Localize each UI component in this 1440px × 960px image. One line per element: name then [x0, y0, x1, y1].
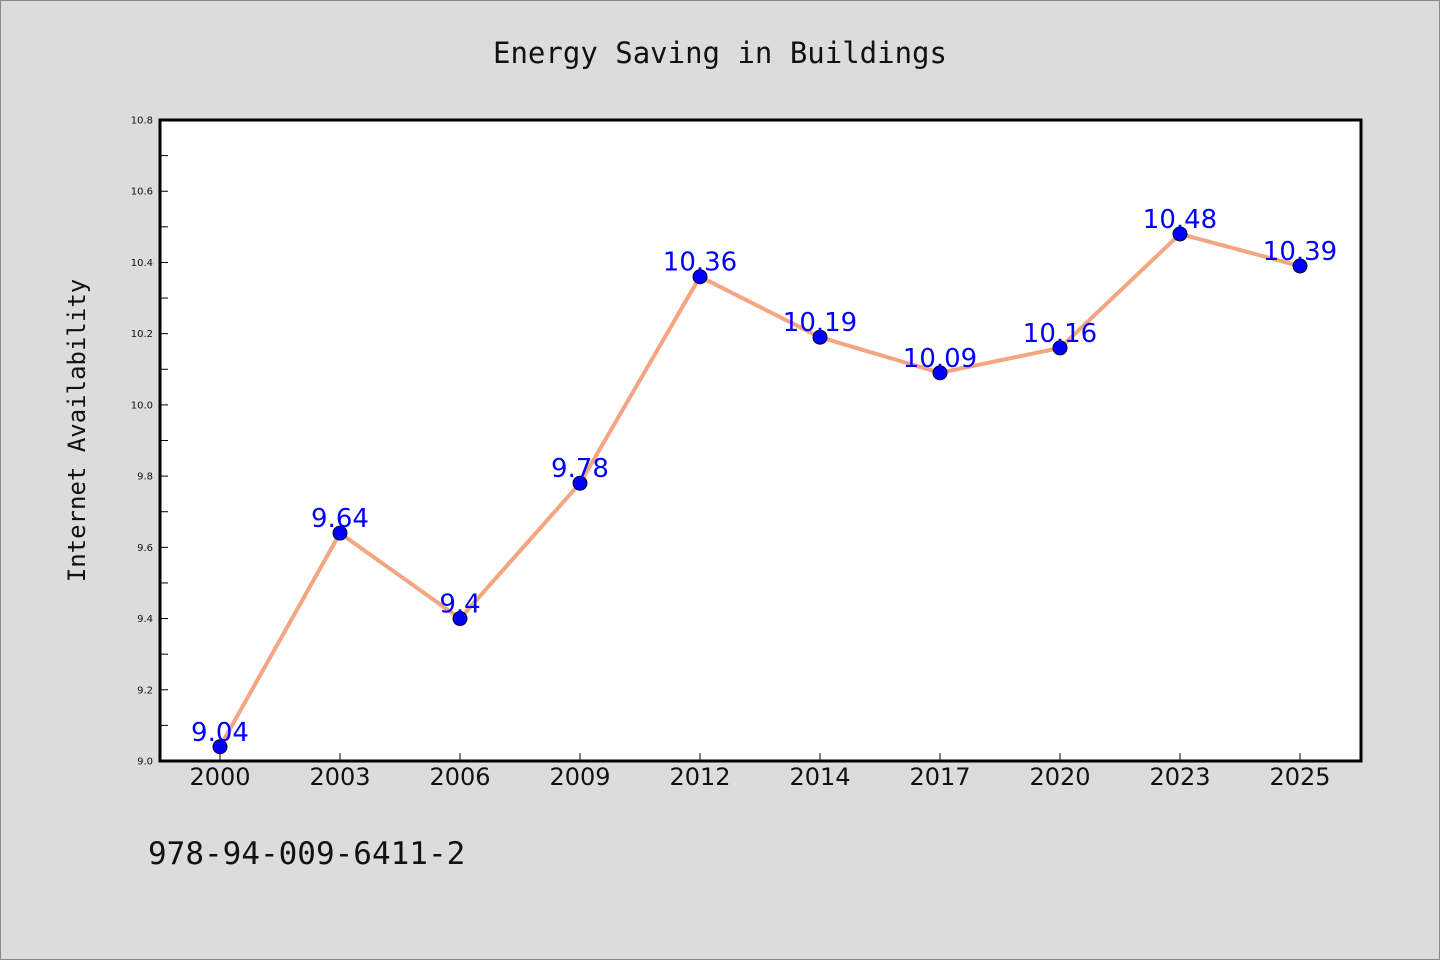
- chart-title: Energy Saving in Buildings: [493, 36, 947, 70]
- data-label: 10.16: [1023, 319, 1097, 349]
- y-tick-label: 10.8: [131, 116, 153, 127]
- x-tick-label: 2017: [909, 763, 970, 791]
- x-tick-label: 2006: [429, 763, 490, 791]
- data-point-marker: [812, 329, 828, 345]
- data-point-marker: [212, 739, 228, 755]
- data-label: 10.09: [903, 344, 977, 374]
- data-labels: 9.04 9.64 9.4 9.78 10.36 10.19 10.09 10.16 10.48…: [191, 205, 1337, 748]
- data-label: 9.64: [311, 504, 369, 534]
- data-label: 10.19: [783, 308, 857, 338]
- data-label: 9.4: [439, 590, 480, 620]
- y-tick-label: 10.6: [131, 187, 153, 198]
- data-point-marker: [692, 269, 708, 285]
- y-tick-label: 10.4: [131, 258, 153, 269]
- data-point-marker: [452, 611, 468, 627]
- data-label: 10.48: [1143, 205, 1217, 235]
- data-point-marker: [332, 525, 348, 541]
- y-tick-label: 9.0: [137, 757, 153, 768]
- y-tick-label: 10.2: [131, 329, 153, 340]
- x-axis: 2000 2003 2006 2009 2012 2014 2017 2020 2023 2025: [189, 753, 1331, 791]
- x-tick-label: 2000: [189, 763, 250, 791]
- y-tick-label: 9.4: [137, 614, 153, 625]
- series-line: [218, 231, 1301, 748]
- x-tick-label: 2020: [1029, 763, 1090, 791]
- plot-area: [158, 118, 1363, 763]
- data-label: 9.78: [551, 454, 609, 484]
- series-markers: [212, 226, 1308, 755]
- data-label: 10.39: [1263, 237, 1337, 267]
- y-tick-label: 9.8: [137, 472, 153, 483]
- data-label: 10.36: [663, 248, 737, 278]
- y-axis: 9.0 9.2 9.4 9.6 9.8 10.0 10.2 10.4 10.6 10.8: [131, 116, 168, 768]
- y-tick-label: 9.2: [137, 685, 153, 696]
- x-tick-label: 2009: [549, 763, 610, 791]
- y-tick-label: 9.6: [137, 543, 153, 554]
- data-point-marker: [932, 365, 948, 381]
- data-point-marker: [1172, 226, 1188, 242]
- x-tick-label: 2014: [789, 763, 850, 791]
- x-tick-label: 2003: [309, 763, 370, 791]
- y-axis-label: Internet Availability: [63, 279, 91, 582]
- footnote-isbn: 978-94-009-6411-2: [148, 836, 465, 872]
- x-tick-label: 2012: [669, 763, 730, 791]
- data-label: 9.04: [191, 718, 249, 748]
- data-point-marker: [1292, 258, 1308, 274]
- y-tick-label: 10.0: [131, 400, 153, 411]
- x-tick-label: 2025: [1269, 763, 1330, 791]
- x-tick-label: 2023: [1149, 763, 1210, 791]
- data-point-marker: [1052, 340, 1068, 356]
- data-point-marker: [572, 475, 588, 491]
